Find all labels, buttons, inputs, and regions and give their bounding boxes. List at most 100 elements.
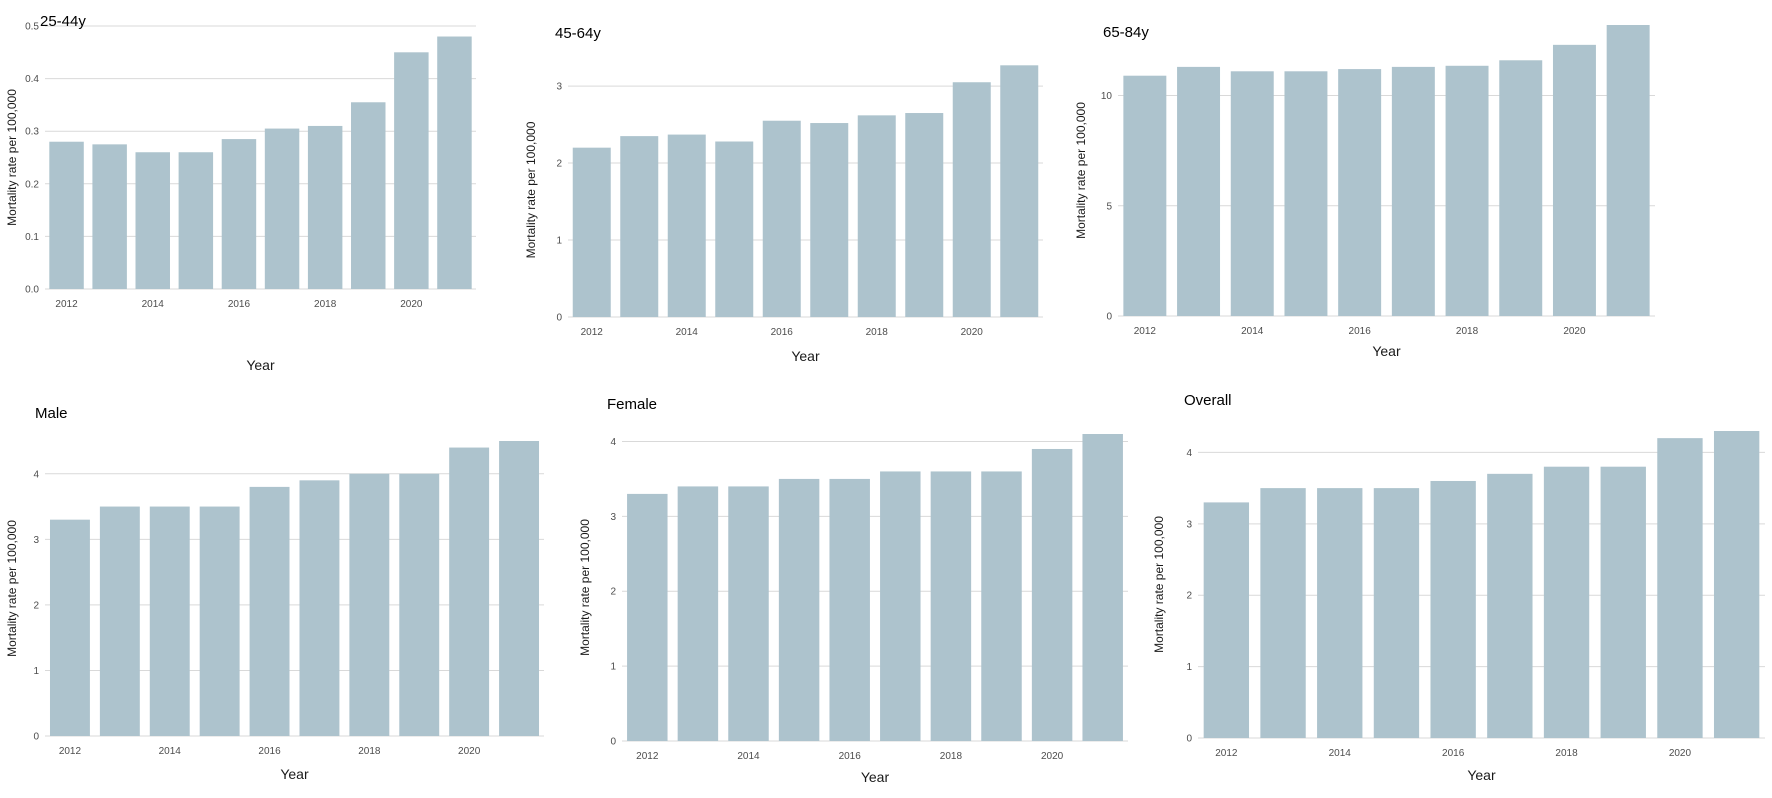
bar-2014 (1317, 488, 1363, 738)
bar-2013 (92, 144, 127, 289)
x-tick-label: 2014 (737, 751, 760, 762)
y-tick-label: 2 (556, 159, 562, 170)
y-tick-label: 1 (610, 662, 616, 673)
x-tick-label: 2018 (1555, 748, 1578, 759)
y-tick-label: 0.4 (25, 74, 39, 85)
y-axis-label: Mortality rate per 100,000 (5, 520, 19, 657)
y-tick-label: 3 (610, 512, 616, 523)
x-tick-label: 2014 (1241, 326, 1264, 337)
bar-2020 (394, 52, 429, 289)
chart-panel-2: 0 1 2 3 2012 2014 2016 2018 2020 45-64y Year Mortal… (524, 25, 1043, 364)
y-tick-label: 0.0 (25, 285, 39, 296)
x-axis-label: Year (1372, 343, 1401, 359)
y-tick-label: 2 (33, 600, 39, 611)
x-tick-label: 2020 (400, 299, 423, 310)
chart-title: Overall (1184, 392, 1232, 409)
x-tick-label: 2016 (771, 327, 794, 338)
chart-panel-3: 0 5 10 2012 2014 2016 2018 2020 65-84y Year Mortal… (1074, 24, 1655, 359)
x-tick-label: 2012 (59, 746, 82, 757)
x-tick-label: 2012 (581, 327, 604, 338)
x-tick-label: 2012 (1215, 748, 1238, 759)
bar-2012 (1123, 75, 1167, 316)
bar-2021 (1713, 431, 1760, 738)
bar-2016 (762, 120, 801, 318)
chart-title: Female (607, 396, 657, 413)
y-tick-label: 0 (610, 737, 616, 748)
bar-2012 (49, 141, 84, 289)
chart-title: 45-64y (555, 25, 601, 42)
y-tick-label: 0.3 (25, 127, 39, 138)
bar-2018 (1543, 466, 1590, 738)
x-tick-label: 2012 (1134, 326, 1157, 337)
y-axis-label: Mortality rate per 100,000 (1074, 102, 1088, 239)
bar-2017 (880, 471, 921, 741)
y-tick-label: 0 (1186, 734, 1192, 745)
bar-2017 (299, 480, 340, 736)
bar-2019 (399, 473, 440, 736)
bar-2013 (620, 136, 659, 317)
bar-2012 (627, 493, 668, 741)
x-axis-label: Year (791, 348, 820, 364)
y-tick-label: 0 (556, 313, 562, 324)
x-tick-label: 2014 (159, 746, 182, 757)
y-tick-label: 4 (1186, 448, 1192, 459)
y-tick-label: 3 (33, 535, 39, 546)
bar-2020 (952, 82, 991, 317)
x-tick-label: 2014 (1329, 748, 1352, 759)
bar-2019 (1600, 466, 1646, 738)
bar-2021 (1000, 65, 1039, 318)
bar-2014 (667, 134, 706, 317)
y-tick-label: 4 (610, 437, 616, 448)
bar-2016 (1338, 69, 1382, 316)
bar-2014 (149, 506, 190, 736)
x-tick-label: 2018 (1456, 326, 1479, 337)
y-tick-label: 3 (556, 82, 562, 93)
y-tick-label: 4 (33, 469, 39, 480)
x-tick-label: 2018 (314, 299, 337, 310)
bar-2019 (981, 471, 1022, 741)
bar-2017 (810, 123, 849, 317)
bar-2017 (1487, 473, 1533, 738)
y-tick-label: 1 (556, 236, 562, 247)
y-tick-label: 0.1 (25, 232, 39, 243)
x-tick-label: 2016 (228, 299, 251, 310)
x-tick-label: 2016 (839, 751, 862, 762)
x-tick-label: 2012 (636, 751, 659, 762)
y-tick-label: 5 (1106, 201, 1112, 212)
x-axis-label: Year (246, 357, 275, 373)
bar-2014 (135, 152, 170, 289)
bar-2016 (249, 486, 290, 736)
x-axis-label: Year (861, 769, 890, 785)
bar-2015 (1284, 71, 1328, 316)
x-tick-label: 2018 (866, 327, 889, 338)
bar-2021 (499, 441, 540, 736)
bar-2012 (1203, 502, 1250, 738)
chart-panel-5: 0 1 2 3 4 2012 2014 2016 2018 2020 Female Year Morta… (578, 396, 1128, 785)
y-tick-label: 1 (33, 666, 39, 677)
y-axis-label: Mortality rate per 100,000 (578, 519, 592, 656)
x-tick-label: 2014 (142, 299, 165, 310)
bar-2014 (1230, 71, 1274, 316)
x-axis-label: Year (1467, 767, 1496, 783)
x-tick-label: 2018 (358, 746, 381, 757)
bar-2021 (1082, 434, 1123, 741)
y-tick-label: 0.2 (25, 179, 39, 190)
bar-2021 (437, 36, 472, 289)
x-tick-label: 2020 (961, 327, 984, 338)
bar-2018 (307, 125, 343, 289)
bar-2016 (1430, 480, 1476, 738)
y-tick-label: 3 (1186, 519, 1192, 530)
bar-2013 (1177, 66, 1221, 317)
y-tick-label: 0 (33, 732, 39, 743)
y-tick-label: 1 (1186, 662, 1192, 673)
bar-2016 (829, 478, 870, 741)
x-tick-label: 2020 (458, 746, 481, 757)
bar-2019 (1499, 60, 1543, 316)
bar-2017 (264, 128, 300, 289)
x-tick-label: 2012 (55, 299, 78, 310)
x-tick-label: 2020 (1563, 326, 1586, 337)
bar-2018 (349, 473, 390, 736)
y-tick-label: 2 (610, 587, 616, 598)
bar-2014 (728, 486, 769, 741)
